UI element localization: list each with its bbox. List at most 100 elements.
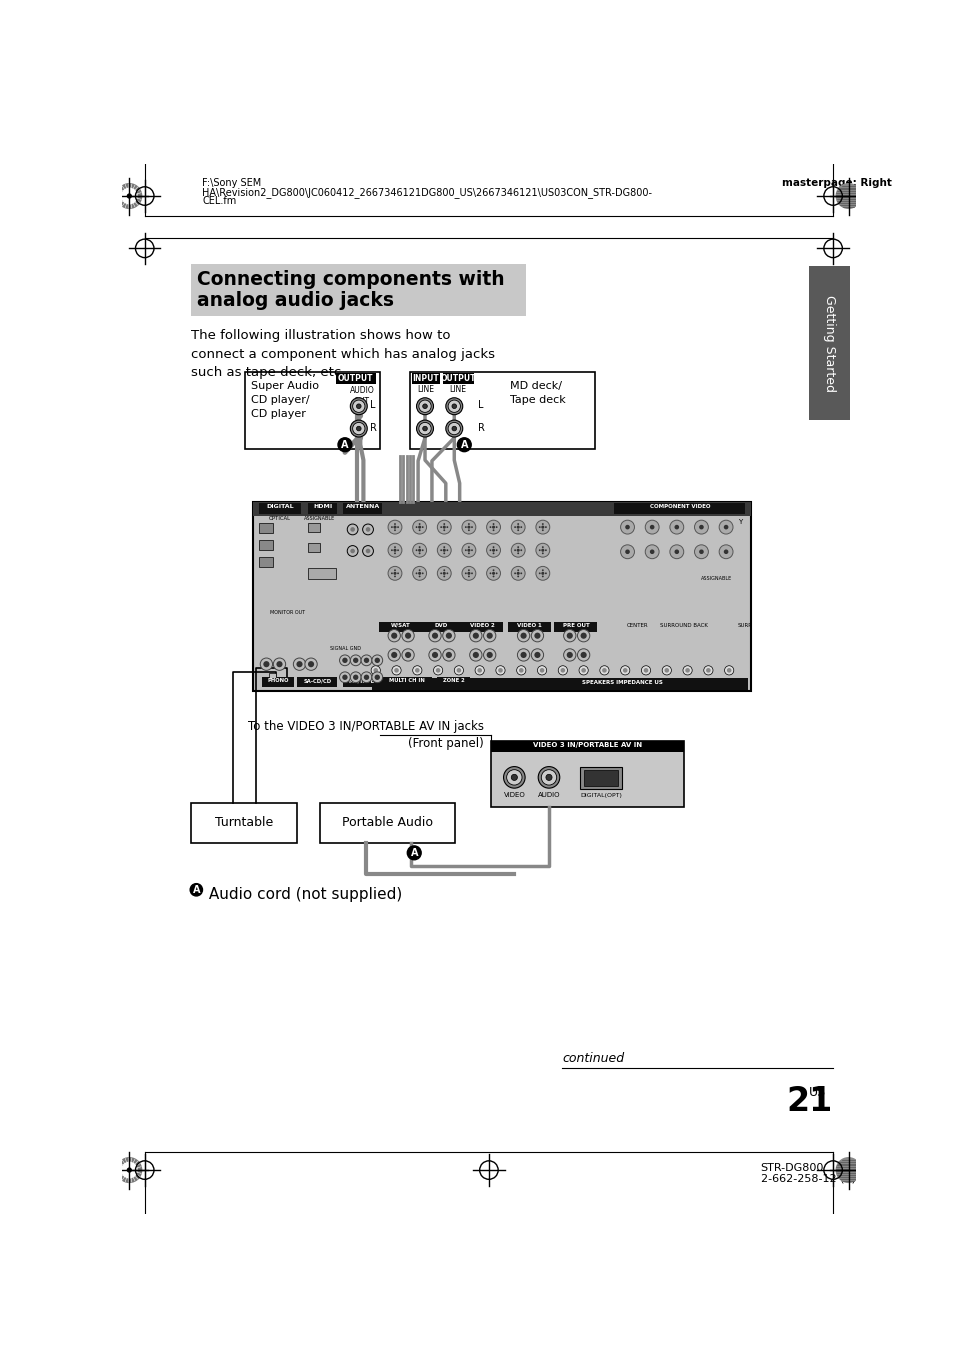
Circle shape — [580, 668, 585, 672]
Text: MULTI CH IN: MULTI CH IN — [389, 678, 424, 683]
Circle shape — [674, 550, 679, 554]
Circle shape — [489, 550, 491, 551]
Circle shape — [422, 427, 427, 431]
Bar — [410, 371, 595, 449]
Text: STR-DG800: STR-DG800 — [760, 1163, 823, 1173]
Bar — [442, 374, 473, 383]
Circle shape — [436, 520, 451, 535]
Circle shape — [308, 662, 314, 667]
Circle shape — [342, 675, 347, 681]
Circle shape — [350, 672, 361, 682]
Circle shape — [442, 548, 445, 552]
Circle shape — [413, 543, 426, 557]
Bar — [343, 503, 381, 514]
Circle shape — [432, 633, 437, 638]
Circle shape — [429, 630, 440, 642]
Circle shape — [538, 527, 540, 528]
Circle shape — [519, 550, 521, 551]
Circle shape — [461, 543, 476, 557]
Circle shape — [416, 398, 433, 415]
Circle shape — [541, 546, 543, 548]
Circle shape — [703, 666, 712, 675]
Circle shape — [260, 657, 273, 670]
Circle shape — [342, 657, 347, 663]
Text: ASSIGNABLE: ASSIGNABLE — [700, 576, 732, 581]
Circle shape — [388, 630, 400, 642]
Circle shape — [391, 573, 393, 574]
Circle shape — [489, 573, 491, 574]
Circle shape — [372, 672, 382, 682]
Circle shape — [263, 662, 269, 667]
Circle shape — [445, 652, 452, 657]
Circle shape — [443, 576, 445, 577]
Text: ANTENNA: ANTENNA — [345, 505, 379, 509]
Circle shape — [445, 398, 462, 415]
Text: VIDEO 2: VIDEO 2 — [469, 622, 494, 627]
Circle shape — [503, 767, 524, 788]
Text: L: L — [369, 401, 375, 411]
Circle shape — [421, 550, 423, 551]
Bar — [491, 741, 683, 752]
Circle shape — [544, 573, 546, 574]
Circle shape — [467, 525, 470, 529]
Circle shape — [694, 544, 708, 559]
Bar — [269, 674, 275, 678]
Circle shape — [375, 675, 379, 681]
Circle shape — [519, 573, 521, 574]
Circle shape — [128, 1168, 132, 1172]
Bar — [808, 266, 849, 420]
Circle shape — [276, 662, 282, 667]
Circle shape — [394, 552, 395, 554]
Circle shape — [486, 566, 500, 580]
Bar — [245, 371, 379, 449]
Circle shape — [375, 657, 379, 663]
Circle shape — [511, 543, 524, 557]
Text: To the VIDEO 3 IN/PORTABLE AV IN jacks: To the VIDEO 3 IN/PORTABLE AV IN jacks — [247, 720, 483, 732]
Circle shape — [350, 527, 355, 532]
Circle shape — [365, 548, 370, 554]
Circle shape — [723, 525, 728, 529]
Circle shape — [469, 630, 481, 642]
Circle shape — [401, 649, 414, 662]
Circle shape — [436, 543, 451, 557]
Circle shape — [418, 546, 420, 548]
Bar — [308, 503, 336, 514]
Circle shape — [467, 548, 470, 552]
Circle shape — [622, 668, 627, 672]
Text: HA\Revision2_DG800\JC060412_2667346121DG800_US\2667346121\US03CON_STR-DG800-: HA\Revision2_DG800\JC060412_2667346121DG… — [202, 187, 652, 198]
Circle shape — [339, 655, 350, 666]
Circle shape — [577, 649, 589, 662]
Circle shape — [454, 666, 463, 675]
Circle shape — [407, 846, 420, 859]
Circle shape — [682, 666, 692, 675]
Circle shape — [517, 529, 518, 531]
Circle shape — [684, 668, 689, 672]
Circle shape — [537, 767, 559, 788]
Circle shape — [506, 769, 521, 786]
Circle shape — [452, 404, 456, 409]
Circle shape — [442, 649, 455, 662]
Circle shape — [393, 572, 396, 574]
Circle shape — [471, 573, 473, 574]
Circle shape — [128, 194, 132, 198]
Circle shape — [492, 546, 494, 548]
Circle shape — [422, 404, 427, 409]
Text: SPEAKERS IMPEDANCE US: SPEAKERS IMPEDANCE US — [581, 679, 662, 685]
Bar — [253, 502, 751, 692]
Circle shape — [517, 572, 519, 574]
Circle shape — [418, 569, 420, 572]
Text: SA-CD/CD: SA-CD/CD — [303, 678, 331, 683]
Circle shape — [445, 420, 462, 436]
Circle shape — [541, 524, 543, 525]
Bar — [297, 678, 336, 687]
Text: The following illustration shows how to
connect a component which has analog jac: The following illustration shows how to … — [191, 329, 495, 379]
Circle shape — [464, 550, 466, 551]
Circle shape — [436, 566, 451, 580]
Circle shape — [439, 550, 441, 551]
Bar — [335, 374, 375, 383]
Circle shape — [393, 525, 396, 529]
Circle shape — [541, 552, 543, 554]
Circle shape — [699, 525, 703, 529]
Circle shape — [544, 527, 546, 528]
Circle shape — [511, 775, 517, 780]
